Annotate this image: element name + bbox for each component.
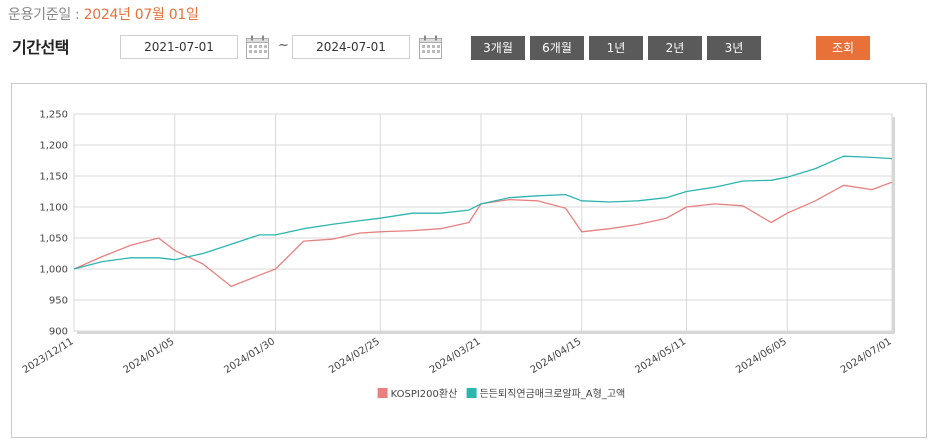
y-tick-label: 1,150 bbox=[39, 172, 68, 183]
x-tick-label: 2024/01/30 bbox=[222, 336, 277, 376]
y-tick-label: 900 bbox=[49, 327, 68, 338]
date-range-separator: ~ bbox=[278, 38, 289, 53]
performance-line-chart: 900 950 1,000 1,050 1,100 1,150 1,200 1,250 2023… bbox=[21, 110, 895, 400]
x-tick-label: 2024/03/21 bbox=[428, 336, 483, 376]
y-tick-label: 950 bbox=[49, 296, 68, 307]
period-button-6m[interactable]: 6개월 bbox=[530, 36, 584, 60]
plot-area bbox=[73, 113, 893, 332]
x-tick-label: 2023/12/11 bbox=[21, 336, 76, 376]
chart-container: 900 950 1,000 1,050 1,100 1,150 1,200 1,250 2023… bbox=[11, 83, 927, 438]
end-date-input[interactable] bbox=[292, 35, 410, 59]
period-button-2y[interactable]: 2년 bbox=[648, 36, 702, 60]
base-date-label: 운용기준일 : bbox=[8, 7, 84, 23]
legend-swatch bbox=[466, 388, 477, 398]
legend-label: KOSPI200환산 bbox=[391, 388, 458, 400]
y-tick-label: 1,100 bbox=[39, 203, 68, 214]
legend-label: 든든퇴직연금매크로알파_A형_고액 bbox=[480, 388, 626, 400]
calendar-icon[interactable] bbox=[418, 34, 444, 60]
x-tick-label: 2024/01/05 bbox=[122, 336, 177, 376]
base-date: 운용기준일 : 2024년 07월 01일 bbox=[8, 4, 199, 24]
x-tick-label: 2024/06/05 bbox=[734, 336, 789, 376]
y-tick-label: 1,050 bbox=[39, 234, 68, 245]
period-button-1y[interactable]: 1년 bbox=[589, 36, 643, 60]
x-tick-label: 2024/05/11 bbox=[633, 336, 688, 376]
period-select-label: 기간선택 bbox=[12, 38, 69, 57]
series-line-2 bbox=[73, 155, 893, 270]
y-tick-label: 1,250 bbox=[39, 110, 68, 121]
search-button[interactable]: 조회 bbox=[816, 36, 870, 60]
x-tick-label: 2024/02/25 bbox=[327, 336, 382, 376]
y-tick-label: 1,000 bbox=[39, 265, 68, 276]
start-date-input[interactable] bbox=[120, 35, 238, 59]
x-tick-label: 2024/04/15 bbox=[529, 336, 584, 376]
period-button-3y[interactable]: 3년 bbox=[707, 36, 761, 60]
base-date-value: 2024년 07월 01일 bbox=[83, 7, 199, 23]
calendar-icon[interactable] bbox=[245, 34, 271, 60]
period-button-3m[interactable]: 3개월 bbox=[471, 36, 525, 60]
x-tick-label: 2024/07/01 bbox=[839, 336, 894, 376]
y-tick-label: 1,200 bbox=[39, 141, 68, 152]
legend-swatch bbox=[377, 388, 388, 398]
